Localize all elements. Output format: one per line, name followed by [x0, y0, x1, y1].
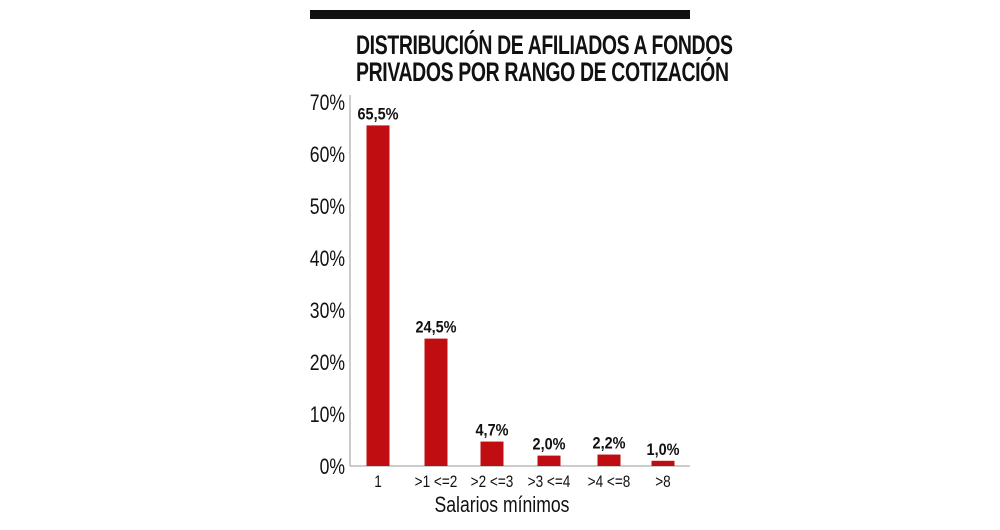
bar	[537, 455, 561, 466]
data-label: 4,7%	[476, 422, 509, 440]
x-tick-label: >2 <=3	[471, 473, 514, 492]
x-axis-label: Salarios mínimos	[435, 493, 570, 517]
y-tick-label: 30%	[310, 299, 345, 323]
data-label: 65,5%	[358, 105, 399, 123]
x-tick-label: >1 <=2	[415, 473, 458, 492]
y-tick-label: 70%	[310, 91, 345, 115]
y-tick-label: 10%	[310, 403, 345, 427]
x-tick-label: >8	[655, 473, 670, 492]
bar	[480, 441, 504, 466]
y-tick-label: 60%	[310, 143, 345, 167]
data-label: 2,0%	[533, 436, 566, 454]
y-tick-label: 50%	[310, 195, 345, 219]
x-tick-label: >4 <=8	[588, 473, 631, 492]
data-label: 24,5%	[416, 319, 457, 337]
y-tick-label: 40%	[310, 247, 345, 271]
title-rule	[310, 10, 690, 19]
bar	[366, 125, 390, 467]
data-label: 2,2%	[593, 435, 626, 453]
x-tick-label: 1	[374, 473, 382, 492]
x-tick-label: >3 <=4	[528, 473, 571, 492]
bar	[651, 460, 675, 466]
data-label: 1,0%	[647, 441, 680, 459]
bar	[424, 338, 448, 466]
bar	[597, 454, 621, 466]
y-tick-label: 20%	[310, 351, 345, 375]
y-tick-label: 0%	[320, 455, 345, 479]
